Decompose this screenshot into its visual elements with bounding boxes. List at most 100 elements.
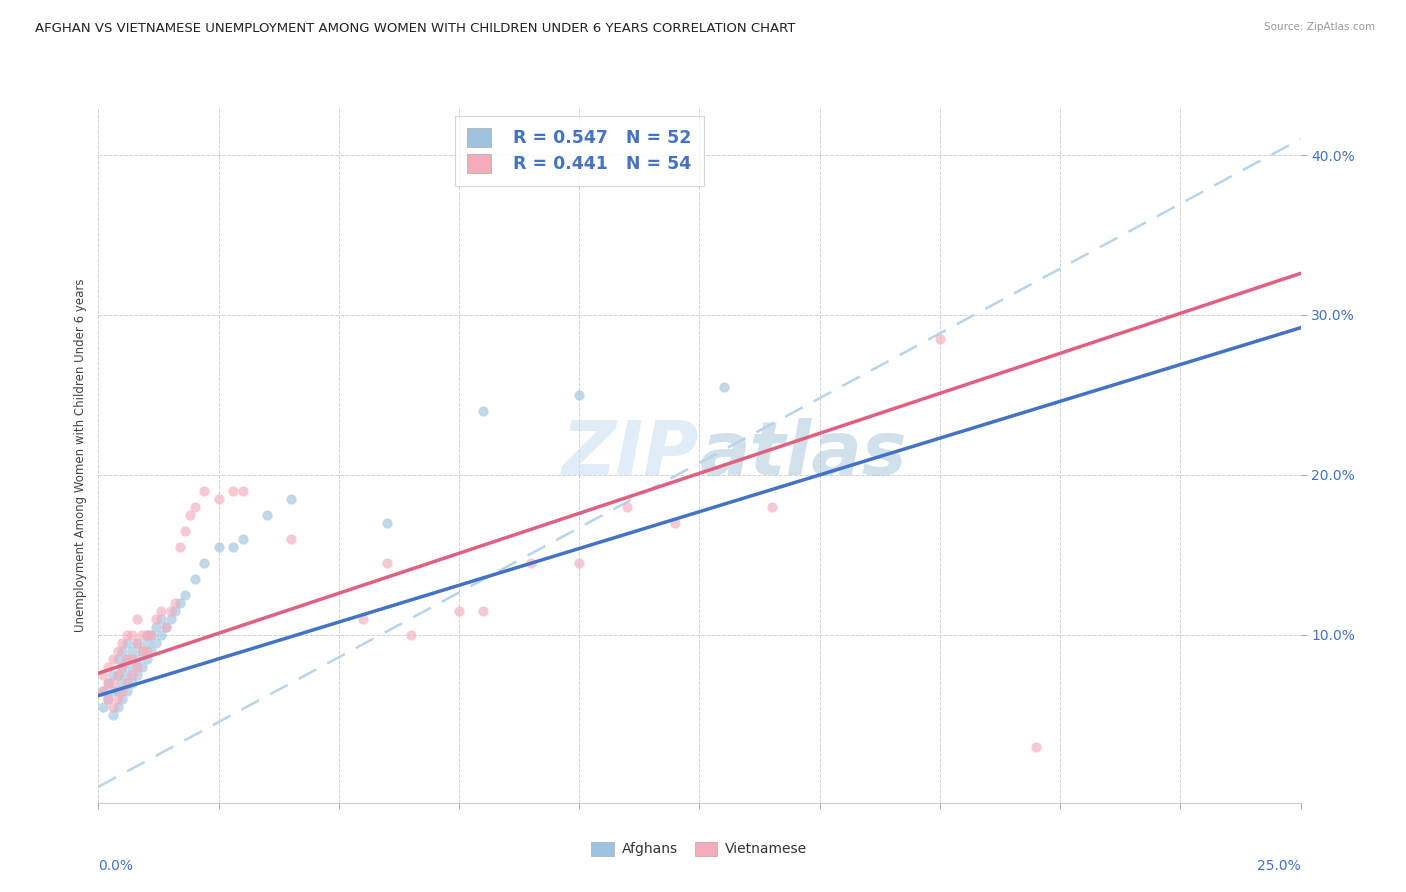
Point xyxy=(111,691,134,706)
Point xyxy=(97,676,120,690)
Point xyxy=(107,668,129,682)
Point xyxy=(165,604,187,618)
Point xyxy=(117,668,139,682)
Point xyxy=(97,676,120,690)
Point xyxy=(125,612,148,626)
Point xyxy=(399,628,422,642)
Point xyxy=(145,636,167,650)
Point xyxy=(520,556,543,570)
Point xyxy=(107,644,129,658)
Point xyxy=(111,660,134,674)
Point xyxy=(135,628,157,642)
Point xyxy=(159,612,181,626)
Point xyxy=(107,691,129,706)
Point xyxy=(91,683,114,698)
Point xyxy=(183,500,205,514)
Point xyxy=(101,707,124,722)
Point xyxy=(107,699,129,714)
Point xyxy=(447,604,470,618)
Point xyxy=(174,588,197,602)
Point xyxy=(125,660,148,674)
Text: 25.0%: 25.0% xyxy=(1257,859,1301,872)
Point xyxy=(193,556,215,570)
Point xyxy=(149,612,172,626)
Point xyxy=(111,636,134,650)
Point xyxy=(117,636,139,650)
Point xyxy=(616,500,638,514)
Point xyxy=(117,628,139,642)
Point xyxy=(97,660,120,674)
Text: Source: ZipAtlas.com: Source: ZipAtlas.com xyxy=(1264,22,1375,32)
Point xyxy=(664,516,686,530)
Point xyxy=(131,628,153,642)
Point xyxy=(107,652,129,666)
Text: atlas: atlas xyxy=(699,418,907,491)
Point xyxy=(472,604,495,618)
Y-axis label: Unemployment Among Women with Children Under 6 years: Unemployment Among Women with Children U… xyxy=(75,278,87,632)
Point xyxy=(111,676,134,690)
Point xyxy=(193,483,215,498)
Point xyxy=(169,540,191,554)
Point xyxy=(121,668,143,682)
Point xyxy=(183,572,205,586)
Point xyxy=(111,660,134,674)
Text: AFGHAN VS VIETNAMESE UNEMPLOYMENT AMONG WOMEN WITH CHILDREN UNDER 6 YEARS CORREL: AFGHAN VS VIETNAMESE UNEMPLOYMENT AMONG … xyxy=(35,22,796,36)
Point xyxy=(135,644,157,658)
Point xyxy=(472,404,495,418)
Point xyxy=(145,620,167,634)
Point xyxy=(232,532,254,546)
Point xyxy=(208,491,231,506)
Point xyxy=(101,676,124,690)
Point xyxy=(159,604,181,618)
Point xyxy=(111,644,134,658)
Text: ZIP: ZIP xyxy=(562,418,699,491)
Point xyxy=(91,699,114,714)
Point xyxy=(375,516,398,530)
Point xyxy=(91,668,114,682)
Point xyxy=(135,652,157,666)
Point xyxy=(135,636,157,650)
Point xyxy=(117,676,139,690)
Point xyxy=(280,491,302,506)
Legend: Afghans, Vietnamese: Afghans, Vietnamese xyxy=(586,836,813,862)
Point xyxy=(101,652,124,666)
Point xyxy=(125,636,148,650)
Point xyxy=(928,332,950,346)
Point xyxy=(101,683,124,698)
Point xyxy=(131,644,153,658)
Point xyxy=(208,540,231,554)
Point xyxy=(125,668,148,682)
Point xyxy=(97,691,120,706)
Point xyxy=(1025,739,1047,754)
Point xyxy=(111,683,134,698)
Point xyxy=(107,683,129,698)
Point xyxy=(761,500,783,514)
Point xyxy=(125,636,148,650)
Point xyxy=(280,532,302,546)
Point xyxy=(121,660,143,674)
Point xyxy=(149,628,172,642)
Point xyxy=(125,652,148,666)
Point xyxy=(169,596,191,610)
Text: 0.0%: 0.0% xyxy=(98,859,134,872)
Point xyxy=(121,628,143,642)
Point xyxy=(145,612,167,626)
Point xyxy=(174,524,197,538)
Point xyxy=(117,652,139,666)
Point xyxy=(375,556,398,570)
Point xyxy=(713,380,735,394)
Point xyxy=(117,683,139,698)
Point xyxy=(91,683,114,698)
Point xyxy=(131,660,153,674)
Point xyxy=(179,508,201,522)
Point xyxy=(121,644,143,658)
Point xyxy=(121,652,143,666)
Point xyxy=(135,628,157,642)
Point xyxy=(155,620,177,634)
Point xyxy=(568,556,591,570)
Point xyxy=(131,644,153,658)
Point xyxy=(141,644,163,658)
Point xyxy=(107,668,129,682)
Point xyxy=(141,628,163,642)
Point xyxy=(232,483,254,498)
